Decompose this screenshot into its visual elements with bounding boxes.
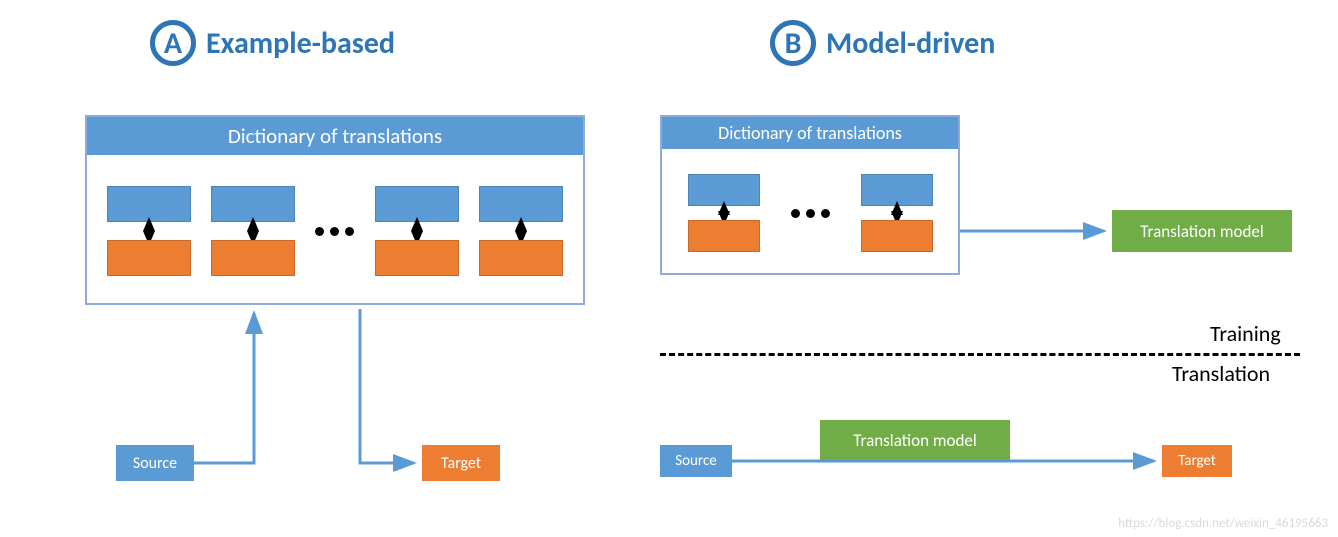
badge-a: A: [150, 20, 196, 66]
model-box-bottom: Translation model: [820, 420, 1010, 460]
dictionary-header-a: Dictionary of translations: [87, 117, 583, 155]
bidir-arrow-icon: [244, 222, 262, 240]
dictionary-header-b: Dictionary of translations: [662, 117, 958, 149]
ellipsis-icon: [791, 209, 830, 218]
target-block: [479, 240, 563, 276]
target-block: [211, 240, 295, 276]
translation-pair: [107, 186, 191, 276]
flow-arrow: [194, 313, 254, 463]
target-block: [107, 240, 191, 276]
translation-label: Translation: [1172, 360, 1270, 387]
badge-b-letter: B: [785, 25, 802, 62]
pairs-row-b: [662, 149, 958, 277]
dictionary-label-a: Dictionary of translations: [228, 123, 442, 149]
translation-pair: [479, 186, 563, 276]
watermark: https://blog.csdn.net/weixin_46195663: [1118, 516, 1328, 531]
source-box-b: Source: [660, 445, 732, 477]
model-label-top: Translation model: [1140, 221, 1263, 242]
training-label: Training: [1210, 320, 1281, 347]
translation-pair: [688, 174, 760, 252]
target-box-b: Target: [1162, 445, 1232, 477]
bidir-arrow-icon: [408, 222, 426, 240]
panel-a-title: A Example-based: [150, 20, 395, 66]
translation-pair: [211, 186, 295, 276]
target-block: [375, 240, 459, 276]
target-box-a: Target: [422, 445, 500, 481]
bidir-arrow-icon: [512, 222, 530, 240]
pairs-row-a: [87, 155, 583, 307]
dictionary-label-b: Dictionary of translations: [718, 122, 902, 144]
source-label-a: Source: [133, 454, 177, 473]
source-box-a: Source: [116, 445, 194, 481]
dictionary-box-b: Dictionary of translations: [660, 115, 960, 275]
target-label-a: Target: [441, 454, 481, 473]
bidir-arrow-icon: [140, 222, 158, 240]
dashed-divider: [660, 353, 1300, 356]
flow-arrow: [360, 309, 414, 463]
dictionary-box-a: Dictionary of translations: [85, 115, 585, 305]
translation-pair: [375, 186, 459, 276]
source-label-b: Source: [675, 452, 717, 470]
bidir-arrow-icon: [888, 206, 906, 220]
target-label-b: Target: [1178, 452, 1216, 470]
panel-a-title-text: Example-based: [206, 25, 395, 62]
badge-b: B: [770, 20, 816, 66]
panel-b-title-text: Model-driven: [826, 25, 995, 62]
model-label-bottom: Translation model: [853, 430, 976, 451]
model-box-top: Translation model: [1112, 210, 1292, 252]
target-block: [688, 220, 760, 252]
badge-a-letter: A: [164, 25, 182, 62]
panel-b-title: B Model-driven: [770, 20, 995, 66]
translation-pair: [861, 174, 933, 252]
ellipsis-icon: [315, 227, 354, 236]
target-block: [861, 220, 933, 252]
bidir-arrow-icon: [715, 206, 733, 220]
